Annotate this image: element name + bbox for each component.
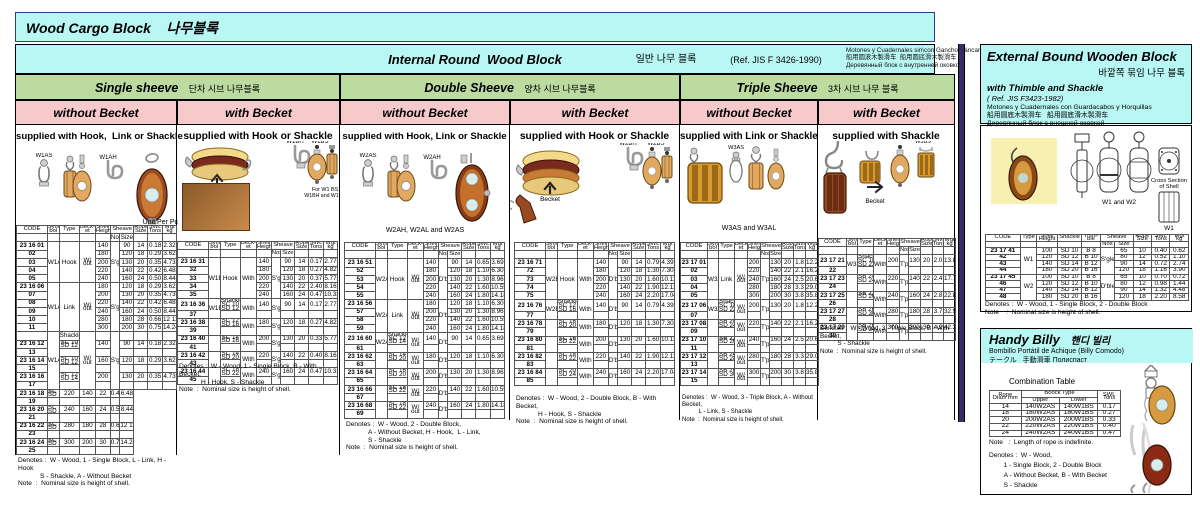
svg-text:W1BS: W1BS (311, 141, 328, 145)
svg-text:W1BH: W1BH (286, 141, 303, 145)
svg-text:W2AS: W2AS (359, 153, 376, 159)
svg-text:W1 and W2: W1 and W2 (1102, 199, 1136, 206)
svg-text:W2BS: W2BS (647, 143, 664, 147)
svg-text:Becket: Becket (865, 198, 885, 205)
svg-text:W1AS: W1AS (35, 153, 52, 159)
svg-text:W3BS: W3BS (915, 141, 931, 145)
svg-text:of Shell: of Shell (1159, 184, 1178, 190)
svg-text:W1BH and W1BS: W1BH and W1BS (304, 193, 340, 197)
svg-text:W1AL: W1AL (62, 153, 79, 155)
svg-text:Becket: Becket (540, 196, 560, 203)
svg-text:W3AS: W3AS (728, 145, 744, 151)
svg-text:W1: W1 (1164, 225, 1174, 232)
svg-text:W2AL: W2AL (386, 153, 403, 155)
svg-text:W2BH: W2BH (619, 143, 636, 147)
